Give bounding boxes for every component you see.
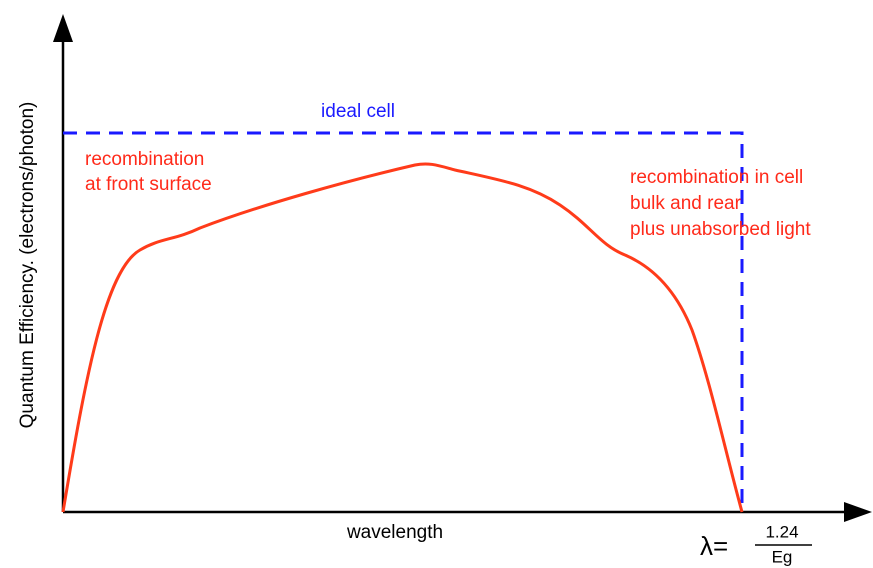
rear-label: bulk and rear (630, 193, 742, 214)
cutoff-numerator: 1.24 (765, 522, 798, 541)
front-label: at front surface (85, 174, 212, 195)
y-axis-arrow (53, 14, 73, 42)
cutoff-symbol: λ= (700, 531, 728, 561)
rear-label: plus unabsorbed light (630, 219, 811, 240)
front-label: recombination (85, 149, 204, 170)
x-axis-arrow (844, 502, 872, 522)
qe-curve (63, 164, 742, 512)
ideal-label: ideal cell (321, 101, 395, 122)
cutoff-denominator: Eg (772, 547, 793, 566)
x-axis-label: wavelength (346, 522, 443, 543)
y-axis-label: Quantum Efficiency. (electrons/photon) (17, 102, 38, 429)
rear-label: recombination in cell (630, 167, 803, 188)
diagram: Quantum Efficiency. (electrons/photon) w… (0, 0, 873, 568)
